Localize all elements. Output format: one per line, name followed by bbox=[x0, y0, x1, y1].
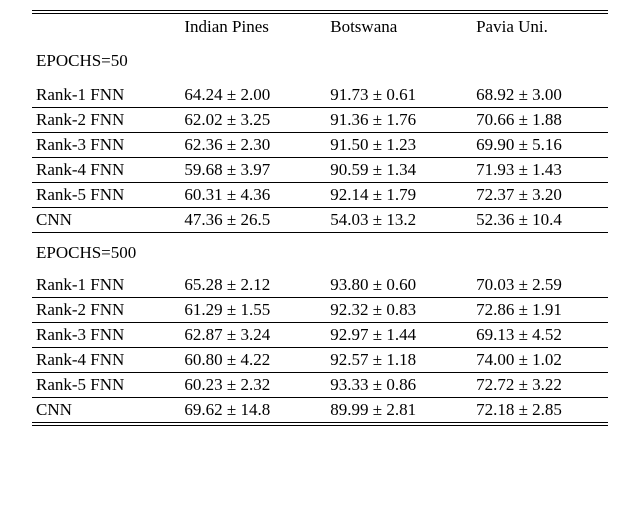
cell: 93.33 ± 0.86 bbox=[316, 373, 462, 398]
table-row: Rank-4 FNN 59.68 ± 3.97 90.59 ± 1.34 71.… bbox=[32, 158, 608, 183]
cell: 91.73 ± 0.61 bbox=[316, 83, 462, 108]
cell: 59.68 ± 3.97 bbox=[170, 158, 316, 183]
header-botswana: Botswana bbox=[316, 14, 462, 40]
cell: 92.32 ± 0.83 bbox=[316, 298, 462, 323]
row-label: Rank-4 FNN bbox=[32, 348, 170, 373]
cell: 60.80 ± 4.22 bbox=[170, 348, 316, 373]
cell: 69.13 ± 4.52 bbox=[462, 323, 608, 348]
row-label: Rank-5 FNN bbox=[32, 373, 170, 398]
cell: 54.03 ± 13.2 bbox=[316, 208, 462, 233]
table-row: Rank-5 FNN 60.31 ± 4.36 92.14 ± 1.79 72.… bbox=[32, 183, 608, 208]
table-row: CNN 69.62 ± 14.8 89.99 ± 2.81 72.18 ± 2.… bbox=[32, 398, 608, 423]
table-row: CNN 47.36 ± 26.5 54.03 ± 13.2 52.36 ± 10… bbox=[32, 208, 608, 233]
section-label-row: EPOCHS=50 bbox=[32, 39, 608, 83]
cell: 92.97 ± 1.44 bbox=[316, 323, 462, 348]
cell: 60.31 ± 4.36 bbox=[170, 183, 316, 208]
cell: 62.36 ± 2.30 bbox=[170, 133, 316, 158]
header-indian-pines: Indian Pines bbox=[170, 14, 316, 40]
cell: 64.24 ± 2.00 bbox=[170, 83, 316, 108]
row-label: Rank-3 FNN bbox=[32, 323, 170, 348]
cell: 72.18 ± 2.85 bbox=[462, 398, 608, 423]
cell: 89.99 ± 2.81 bbox=[316, 398, 462, 423]
table-row: Rank-3 FNN 62.36 ± 2.30 91.50 ± 1.23 69.… bbox=[32, 133, 608, 158]
results-table: Indian Pines Botswana Pavia Uni. EPOCHS=… bbox=[32, 10, 608, 426]
bottomrule bbox=[32, 423, 608, 426]
table-row: Rank-1 FNN 65.28 ± 2.12 93.80 ± 0.60 70.… bbox=[32, 273, 608, 298]
section-label: EPOCHS=50 bbox=[32, 39, 608, 83]
header-blank bbox=[32, 14, 170, 40]
cell: 74.00 ± 1.02 bbox=[462, 348, 608, 373]
cell: 69.90 ± 5.16 bbox=[462, 133, 608, 158]
cell: 60.23 ± 2.32 bbox=[170, 373, 316, 398]
row-label: CNN bbox=[32, 398, 170, 423]
cell: 92.57 ± 1.18 bbox=[316, 348, 462, 373]
cell: 70.03 ± 2.59 bbox=[462, 273, 608, 298]
cell: 47.36 ± 26.5 bbox=[170, 208, 316, 233]
row-label: Rank-2 FNN bbox=[32, 298, 170, 323]
cell: 69.62 ± 14.8 bbox=[170, 398, 316, 423]
cell: 68.92 ± 3.00 bbox=[462, 83, 608, 108]
table-row: Rank-2 FNN 61.29 ± 1.55 92.32 ± 0.83 72.… bbox=[32, 298, 608, 323]
cell: 72.72 ± 3.22 bbox=[462, 373, 608, 398]
section-label: EPOCHS=500 bbox=[32, 233, 608, 274]
header-pavia-uni: Pavia Uni. bbox=[462, 14, 608, 40]
row-label: Rank-4 FNN bbox=[32, 158, 170, 183]
results-table-container: Indian Pines Botswana Pavia Uni. EPOCHS=… bbox=[0, 0, 640, 436]
row-label: Rank-5 FNN bbox=[32, 183, 170, 208]
table-row: Rank-3 FNN 62.87 ± 3.24 92.97 ± 1.44 69.… bbox=[32, 323, 608, 348]
cell: 61.29 ± 1.55 bbox=[170, 298, 316, 323]
section-label-row: EPOCHS=500 bbox=[32, 233, 608, 274]
cell: 62.02 ± 3.25 bbox=[170, 108, 316, 133]
header-row: Indian Pines Botswana Pavia Uni. bbox=[32, 14, 608, 40]
cell: 93.80 ± 0.60 bbox=[316, 273, 462, 298]
table-row: Rank-1 FNN 64.24 ± 2.00 91.73 ± 0.61 68.… bbox=[32, 83, 608, 108]
cell: 72.37 ± 3.20 bbox=[462, 183, 608, 208]
row-label: CNN bbox=[32, 208, 170, 233]
cell: 70.66 ± 1.88 bbox=[462, 108, 608, 133]
row-label: Rank-2 FNN bbox=[32, 108, 170, 133]
cell: 71.93 ± 1.43 bbox=[462, 158, 608, 183]
row-label: Rank-1 FNN bbox=[32, 83, 170, 108]
cell: 91.36 ± 1.76 bbox=[316, 108, 462, 133]
cell: 72.86 ± 1.91 bbox=[462, 298, 608, 323]
cell: 52.36 ± 10.4 bbox=[462, 208, 608, 233]
cell: 62.87 ± 3.24 bbox=[170, 323, 316, 348]
table-row: Rank-2 FNN 62.02 ± 3.25 91.36 ± 1.76 70.… bbox=[32, 108, 608, 133]
cell: 90.59 ± 1.34 bbox=[316, 158, 462, 183]
table-row: Rank-5 FNN 60.23 ± 2.32 93.33 ± 0.86 72.… bbox=[32, 373, 608, 398]
cell: 91.50 ± 1.23 bbox=[316, 133, 462, 158]
cell: 92.14 ± 1.79 bbox=[316, 183, 462, 208]
row-label: Rank-3 FNN bbox=[32, 133, 170, 158]
table-row: Rank-4 FNN 60.80 ± 4.22 92.57 ± 1.18 74.… bbox=[32, 348, 608, 373]
cell: 65.28 ± 2.12 bbox=[170, 273, 316, 298]
row-label: Rank-1 FNN bbox=[32, 273, 170, 298]
